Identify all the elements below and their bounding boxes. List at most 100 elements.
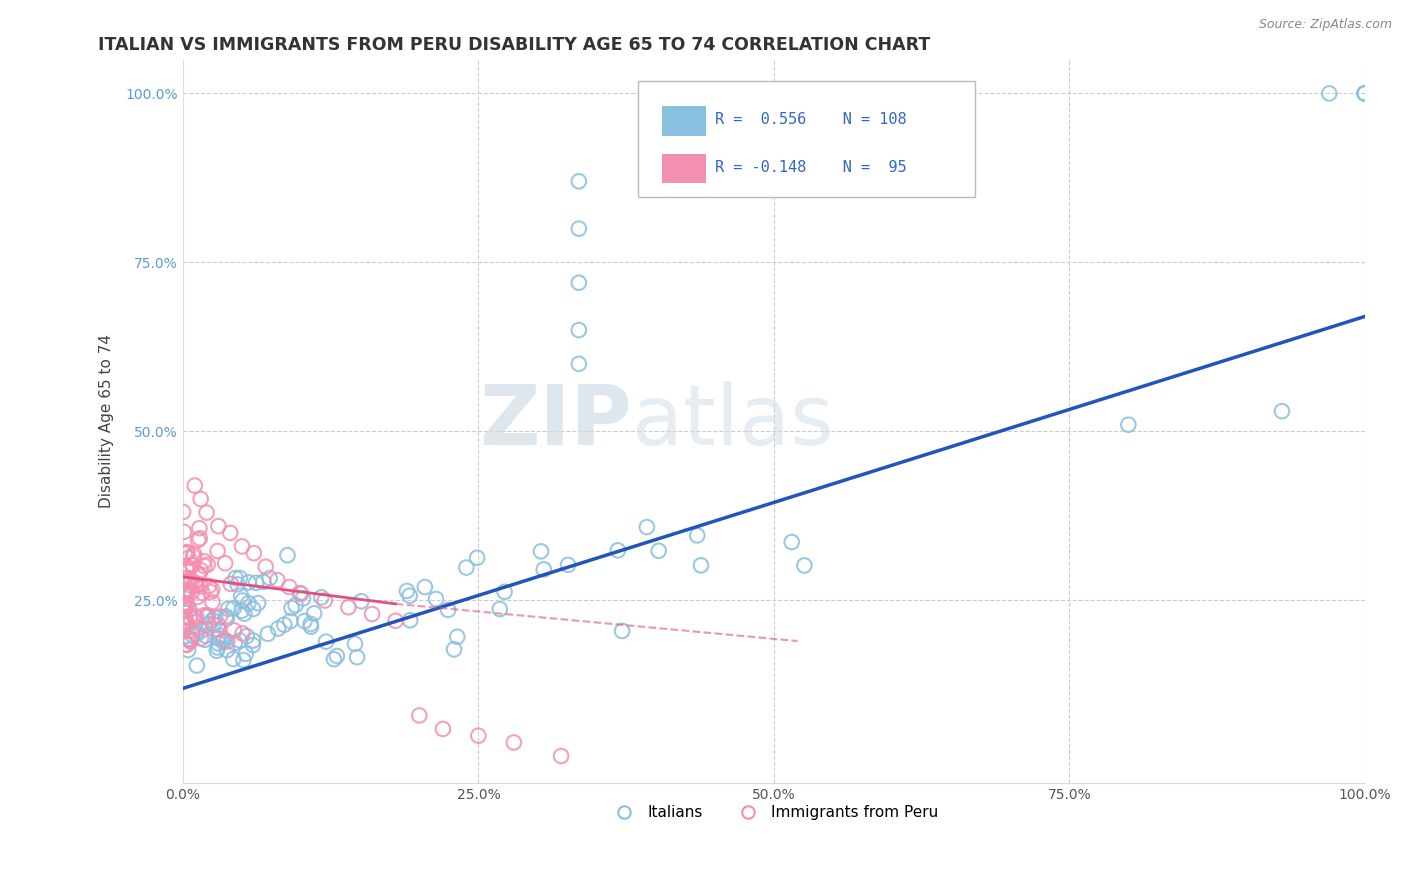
Point [183, 575, 205, 590]
Point [174, 637, 197, 651]
Point [229, 633, 252, 648]
Point [197, 617, 219, 632]
Point [399, 613, 422, 627]
FancyBboxPatch shape [662, 153, 706, 184]
Point [186, 609, 208, 624]
Point [219, 525, 242, 540]
Point [236, 629, 259, 643]
Point [290, 587, 312, 601]
Point [177, 632, 200, 647]
Point [179, 574, 201, 589]
Point [408, 708, 430, 723]
Point [647, 543, 669, 558]
Point [254, 559, 277, 574]
Point [181, 558, 204, 572]
Point [195, 610, 218, 624]
Point [179, 602, 201, 616]
Point [294, 614, 316, 628]
Point [219, 577, 242, 591]
Point [188, 531, 211, 545]
Point [245, 575, 267, 590]
Point [337, 600, 360, 615]
Point [322, 652, 344, 666]
Point [188, 521, 211, 535]
Point [180, 585, 202, 599]
Point [172, 571, 194, 585]
Point [456, 560, 478, 574]
Point [361, 607, 384, 621]
Point [176, 571, 198, 585]
Point [176, 563, 198, 577]
Point [188, 622, 211, 636]
Point [208, 609, 231, 624]
Point [568, 221, 591, 235]
Point [207, 640, 229, 655]
Point [202, 617, 225, 632]
Point [690, 558, 713, 573]
Point [176, 546, 198, 560]
Point [212, 632, 235, 647]
Point [186, 590, 208, 604]
Point [231, 626, 253, 640]
Point [242, 602, 264, 616]
Point [343, 637, 366, 651]
Point [1354, 87, 1376, 101]
Point [686, 528, 709, 542]
Point [222, 601, 245, 615]
Point [299, 617, 322, 632]
Point [201, 595, 224, 609]
Point [174, 591, 197, 606]
Point [266, 573, 288, 587]
Point [184, 611, 207, 625]
Point [191, 624, 214, 638]
Point [193, 608, 215, 623]
Point [1354, 87, 1376, 101]
Point [188, 567, 211, 582]
Point [242, 638, 264, 652]
Point [181, 623, 204, 637]
Point [278, 580, 301, 594]
Point [288, 586, 311, 600]
Point [180, 574, 202, 589]
Point [222, 652, 245, 666]
Point [172, 576, 194, 591]
Point [247, 596, 270, 610]
Point [425, 591, 447, 606]
Point [276, 548, 298, 562]
Point [446, 630, 468, 644]
Point [299, 620, 322, 634]
Point [494, 584, 516, 599]
Point [257, 627, 280, 641]
Point [395, 583, 418, 598]
Point [238, 596, 260, 610]
Point [252, 574, 274, 589]
Point [179, 562, 201, 576]
Point [533, 562, 555, 576]
Point [350, 594, 373, 608]
Point [200, 585, 222, 599]
Point [229, 571, 252, 585]
Point [443, 642, 465, 657]
Y-axis label: Disability Age 65 to 74: Disability Age 65 to 74 [100, 334, 114, 508]
Point [198, 579, 221, 593]
Point [214, 556, 236, 570]
Point [173, 574, 195, 589]
Point [217, 634, 239, 648]
Point [176, 600, 198, 615]
Point [280, 601, 302, 615]
Point [215, 612, 238, 626]
Point [174, 584, 197, 599]
Point [173, 599, 195, 614]
Point [179, 609, 201, 624]
Point [215, 643, 238, 657]
Point [384, 614, 406, 628]
Point [174, 611, 197, 625]
Point [217, 602, 239, 616]
Point [311, 591, 333, 605]
Point [326, 648, 349, 663]
Point [179, 634, 201, 648]
Point [215, 609, 238, 624]
Point [235, 647, 257, 661]
Point [207, 618, 229, 632]
Point [173, 605, 195, 619]
